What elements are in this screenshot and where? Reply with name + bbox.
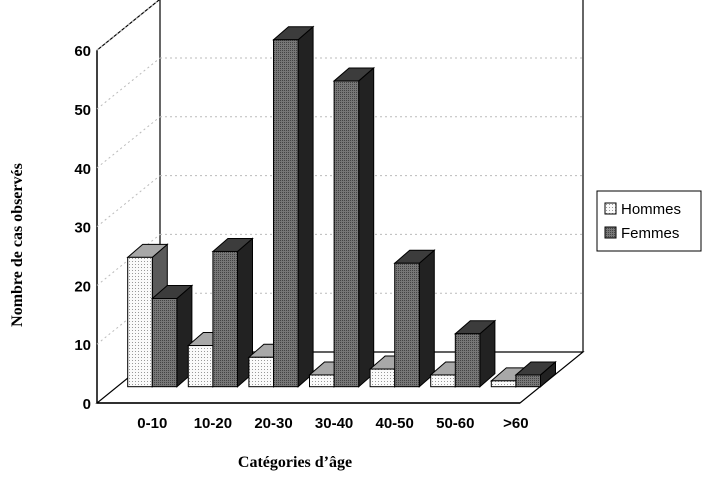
bar-front bbox=[369, 368, 396, 388]
bar-front bbox=[394, 262, 420, 388]
bar-femmes->60 bbox=[514, 360, 557, 388]
x-tick-label: 0-10 bbox=[137, 415, 167, 432]
y-tick-label: 0 bbox=[83, 396, 91, 413]
bar-femmes-0-10 bbox=[150, 284, 194, 388]
bar-front bbox=[248, 356, 274, 388]
bar-femmes-10-20 bbox=[211, 237, 254, 388]
y-tick-label: 40 bbox=[74, 161, 91, 178]
gridline-left-wall bbox=[96, 175, 161, 227]
bar-front bbox=[309, 374, 335, 388]
bar-femmes-50-60 bbox=[453, 319, 497, 388]
x-tick-labels: 0-10 10-20 20-30 30-40 40-50 50-60 >60 bbox=[137, 415, 528, 432]
y-tick-labels: 0 10 20 30 40 50 60 bbox=[74, 43, 91, 413]
y-tick-label: 10 bbox=[74, 337, 91, 354]
bar-front bbox=[212, 250, 238, 388]
y-tick-label: 20 bbox=[74, 278, 91, 295]
x-tick-label: 30-40 bbox=[315, 415, 353, 432]
bar-front bbox=[151, 298, 178, 388]
bar-side bbox=[358, 66, 375, 388]
gridline-left-wall bbox=[96, 0, 160, 51]
y-tick-label: 50 bbox=[74, 102, 91, 119]
legend-label-femmes: Femmes bbox=[621, 225, 679, 242]
gridline-left-wall bbox=[96, 116, 161, 169]
legend: Hommes Femmes bbox=[596, 190, 702, 252]
x-tick-label: 50-60 bbox=[436, 415, 474, 432]
bar-front bbox=[187, 345, 214, 388]
y-tick-label: 60 bbox=[74, 43, 91, 60]
bar-femmes-20-30 bbox=[272, 25, 315, 388]
x-tick-label: >60 bbox=[503, 415, 528, 432]
bar-front bbox=[490, 380, 517, 388]
bar-front bbox=[515, 374, 542, 388]
bar-front bbox=[333, 80, 360, 388]
legend-label-hommes: Hommes bbox=[621, 201, 681, 218]
bars bbox=[126, 25, 557, 388]
bar-front bbox=[430, 374, 456, 388]
x-axis-title: Catégories d’âge bbox=[238, 454, 352, 471]
x-tick-label: 20-30 bbox=[254, 415, 292, 432]
gridline-left-wall bbox=[96, 57, 161, 110]
bar-front bbox=[454, 333, 481, 388]
bar-side bbox=[297, 25, 314, 388]
x-tick-label: 40-50 bbox=[376, 415, 414, 432]
x-tick-label: 10-20 bbox=[194, 415, 232, 432]
bar-side bbox=[418, 249, 435, 388]
y-axis-title: Nombre de cas observés bbox=[9, 163, 26, 327]
bar-femmes-40-50 bbox=[393, 249, 436, 388]
bar-femmes-30-40 bbox=[332, 66, 376, 388]
bar-front bbox=[127, 256, 153, 388]
legend-swatch-femmes bbox=[604, 226, 617, 239]
y-tick-label: 30 bbox=[74, 220, 91, 237]
bar-front bbox=[273, 39, 299, 388]
legend-swatch-hommes bbox=[604, 202, 617, 215]
